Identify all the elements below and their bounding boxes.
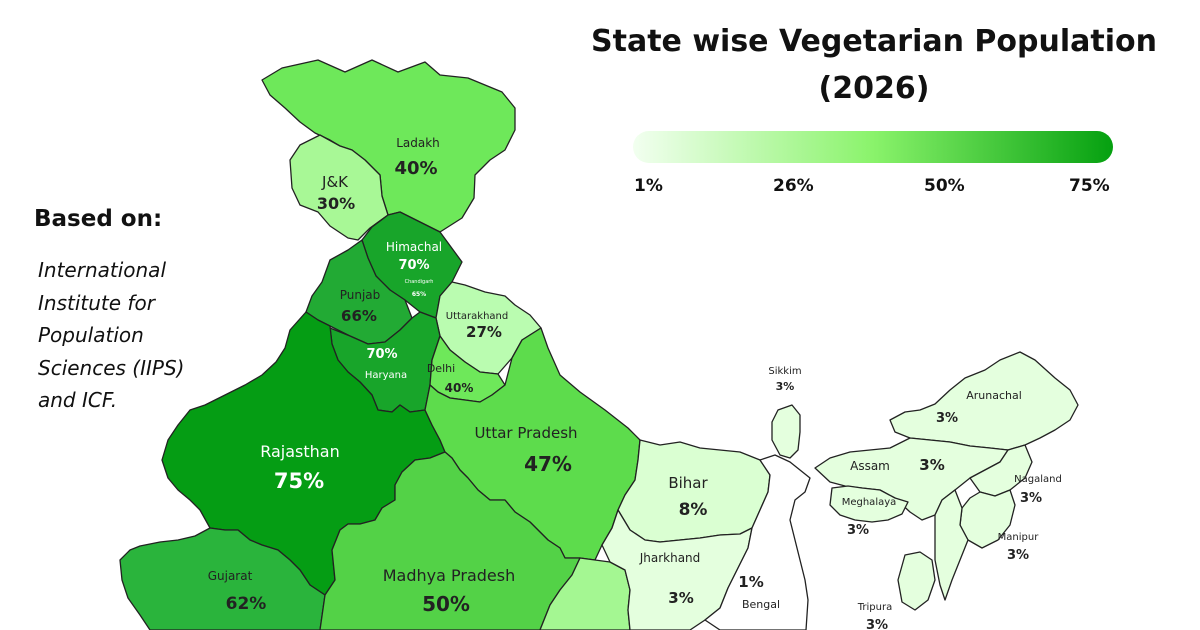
label-bihar-name: Bihar	[668, 474, 708, 492]
label-sikkim-value: 3%	[776, 380, 795, 393]
label-haryana-name: Haryana	[365, 370, 407, 381]
label-meghalaya-name: Meghalaya	[842, 497, 897, 508]
label-tripura-name: Tripura	[857, 602, 892, 613]
label-delhi-name: Delhi	[427, 362, 455, 375]
label-himachal-name: Himachal	[386, 240, 442, 254]
label-tripura-value: 3%	[866, 618, 888, 630]
label-gujarat-name: Gujarat	[208, 569, 253, 583]
label-nagaland-value: 3%	[1020, 491, 1042, 506]
label-sikkim-name: Sikkim	[768, 366, 801, 377]
label-bengal-name: Bengal	[742, 598, 780, 611]
label-up-name: Uttar Pradesh	[474, 424, 577, 442]
label-uttarakhand-name: Uttarakhand	[446, 311, 508, 322]
label-arunachal-value: 3%	[936, 411, 958, 426]
label-bihar-value: 8%	[679, 500, 708, 520]
label-assam-value: 3%	[919, 456, 944, 474]
state-tripura[interactable]	[898, 552, 935, 610]
label-ladakh-name: Ladakh	[396, 136, 440, 150]
label-meghalaya-value: 3%	[847, 523, 869, 538]
label-himachal-value: 70%	[398, 258, 429, 273]
label-punjab-value: 66%	[341, 307, 377, 325]
label-rajasthan-value: 75%	[274, 469, 324, 493]
state-sikkim[interactable]	[772, 405, 800, 458]
label-ladakh-value: 40%	[394, 158, 437, 179]
label-up-value: 47%	[524, 452, 572, 476]
label-arunachal-name: Arunachal	[966, 389, 1022, 402]
label-mp-name: Madhya Pradesh	[383, 566, 516, 585]
label-jk-value: 30%	[317, 194, 355, 213]
label-delhi-value: 40%	[445, 381, 474, 395]
label-manipur-value: 3%	[1007, 548, 1029, 563]
label-bengal-value: 1%	[738, 573, 763, 591]
label-punjab-name: Punjab	[340, 288, 381, 302]
label-jk-name: J&K	[321, 173, 349, 191]
label-chandigarh-name: Chandigarh	[405, 279, 434, 285]
label-jharkhand-value: 3%	[668, 589, 693, 607]
label-uttarakhand-value: 27%	[466, 323, 502, 341]
label-jharkhand-name: Jharkhand	[639, 551, 701, 565]
label-haryana-value: 70%	[366, 347, 397, 362]
label-gujarat-value: 62%	[226, 594, 267, 614]
label-mp-value: 50%	[422, 592, 470, 616]
label-chandigarh-value: 65%	[412, 291, 426, 298]
label-nagaland-name: Nagaland	[1014, 474, 1062, 485]
label-assam-name: Assam	[850, 459, 890, 473]
label-rajasthan-name: Rajasthan	[260, 442, 340, 461]
label-manipur-name: Manipur	[998, 532, 1040, 543]
